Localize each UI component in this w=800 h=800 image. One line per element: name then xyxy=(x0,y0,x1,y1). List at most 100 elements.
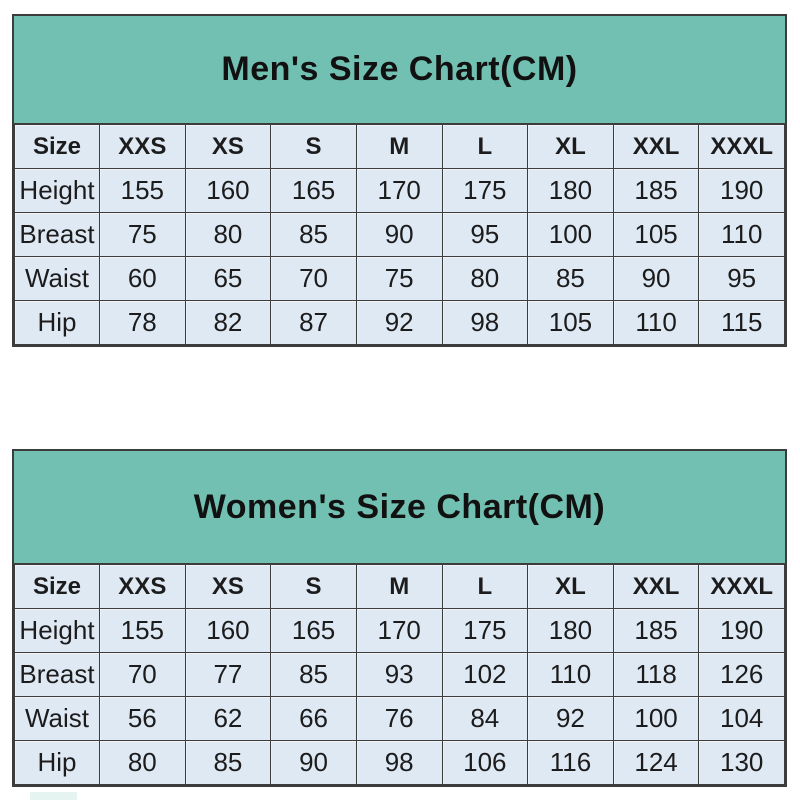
value-cell: 190 xyxy=(698,168,785,213)
size-column-header-cell: XL xyxy=(527,564,614,609)
size-column-header-cell: L xyxy=(441,124,529,169)
size-column-header-cell: XXL xyxy=(612,564,700,609)
value-cell: 118 xyxy=(612,652,700,697)
value-cell: 190 xyxy=(698,608,785,653)
size-column-header-cell: XXS xyxy=(99,564,186,609)
womens-size-grid: Size XXS XS S M L XL XXL XXXL Height 155 160 165 170… xyxy=(14,564,785,785)
womens-size-chart-title: Women's Size Chart(CM) xyxy=(193,487,606,526)
value-cell: 155 xyxy=(99,168,186,213)
value-cell: 92 xyxy=(527,696,614,741)
value-cell: 130 xyxy=(698,740,785,785)
row-label-cell: Waist xyxy=(14,256,100,301)
measurement-row: Breast 70 77 85 93 102 110 118 126 xyxy=(14,652,785,697)
size-column-header-cell: XXXL xyxy=(698,564,785,609)
value-cell: 90 xyxy=(355,212,443,257)
value-cell: 70 xyxy=(270,256,357,301)
measurement-row: Height 155 160 165 170 175 180 185 190 xyxy=(14,608,785,653)
value-cell: 82 xyxy=(184,300,272,345)
value-cell: 116 xyxy=(527,740,614,785)
row-label-cell: Height xyxy=(14,608,100,653)
womens-size-chart: Women's Size Chart(CM) Size XXS XS S M L XL XXL… xyxy=(12,449,787,787)
row-label-cell: Height xyxy=(14,168,100,213)
value-cell: 160 xyxy=(184,168,272,213)
value-cell: 56 xyxy=(99,696,186,741)
value-cell: 85 xyxy=(527,256,614,301)
measurement-row: Hip 80 85 90 98 106 116 124 130 xyxy=(14,740,785,785)
womens-size-chart-header: Women's Size Chart(CM) xyxy=(14,451,785,564)
value-cell: 85 xyxy=(270,212,357,257)
row-label-cell: Hip xyxy=(14,740,100,785)
value-cell: 78 xyxy=(99,300,186,345)
size-header-row: Size XXS XS S M L XL XXL XXXL xyxy=(14,124,785,169)
next-table-partial-edge xyxy=(30,792,77,800)
value-cell: 70 xyxy=(99,652,186,697)
value-cell: 100 xyxy=(527,212,614,257)
size-column-header-cell: XXS xyxy=(99,124,186,169)
row-label-cell: Hip xyxy=(14,300,100,345)
value-cell: 100 xyxy=(612,696,700,741)
size-column-header-cell: L xyxy=(441,564,529,609)
value-cell: 180 xyxy=(527,608,614,653)
mens-size-chart: Men's Size Chart(CM) Size XXS XS S M L XL XXL XX… xyxy=(12,14,787,347)
value-cell: 66 xyxy=(270,696,357,741)
value-cell: 102 xyxy=(441,652,529,697)
value-cell: 87 xyxy=(270,300,357,345)
value-cell: 84 xyxy=(441,696,529,741)
value-cell: 75 xyxy=(355,256,443,301)
value-cell: 60 xyxy=(99,256,186,301)
value-cell: 85 xyxy=(270,652,357,697)
value-cell: 105 xyxy=(527,300,614,345)
size-column-header-cell: XXXL xyxy=(698,124,785,169)
value-cell: 90 xyxy=(270,740,357,785)
row-label-cell: Waist xyxy=(14,696,100,741)
value-cell: 104 xyxy=(698,696,785,741)
value-cell: 175 xyxy=(441,168,529,213)
size-column-header-cell: M xyxy=(355,564,443,609)
value-cell: 105 xyxy=(612,212,700,257)
mens-size-grid: Size XXS XS S M L XL XXL XXXL Height 155 160 165 170… xyxy=(14,124,785,345)
value-cell: 165 xyxy=(270,608,357,653)
measurement-row: Hip 78 82 87 92 98 105 110 115 xyxy=(14,300,785,345)
value-cell: 90 xyxy=(612,256,700,301)
size-label-header-cell: Size xyxy=(14,564,100,609)
size-column-header-cell: XS xyxy=(184,124,272,169)
value-cell: 165 xyxy=(270,168,357,213)
measurement-row: Height 155 160 165 170 175 180 185 190 xyxy=(14,168,785,213)
size-column-header-cell: XS xyxy=(184,564,272,609)
value-cell: 95 xyxy=(698,256,785,301)
size-column-header-cell: S xyxy=(270,564,357,609)
value-cell: 170 xyxy=(355,168,443,213)
value-cell: 85 xyxy=(184,740,272,785)
value-cell: 77 xyxy=(184,652,272,697)
value-cell: 126 xyxy=(698,652,785,697)
value-cell: 110 xyxy=(527,652,614,697)
value-cell: 95 xyxy=(441,212,529,257)
value-cell: 155 xyxy=(99,608,186,653)
size-label-header-cell: Size xyxy=(14,124,100,169)
value-cell: 160 xyxy=(184,608,272,653)
value-cell: 98 xyxy=(355,740,443,785)
value-cell: 185 xyxy=(612,608,700,653)
value-cell: 80 xyxy=(441,256,529,301)
measurement-row: Breast 75 80 85 90 95 100 105 110 xyxy=(14,212,785,257)
size-column-header-cell: XL xyxy=(527,124,614,169)
size-column-header-cell: M xyxy=(355,124,443,169)
value-cell: 65 xyxy=(184,256,272,301)
value-cell: 92 xyxy=(355,300,443,345)
value-cell: 93 xyxy=(355,652,443,697)
value-cell: 62 xyxy=(184,696,272,741)
value-cell: 110 xyxy=(612,300,700,345)
value-cell: 76 xyxy=(355,696,443,741)
value-cell: 175 xyxy=(441,608,529,653)
size-column-header-cell: XXL xyxy=(612,124,700,169)
measurement-row: Waist 56 62 66 76 84 92 100 104 xyxy=(14,696,785,741)
value-cell: 180 xyxy=(527,168,614,213)
row-label-cell: Breast xyxy=(14,212,100,257)
value-cell: 98 xyxy=(441,300,529,345)
size-header-row: Size XXS XS S M L XL XXL XXXL xyxy=(14,564,785,609)
value-cell: 185 xyxy=(612,168,700,213)
measurement-row: Waist 60 65 70 75 80 85 90 95 xyxy=(14,256,785,301)
size-column-header-cell: S xyxy=(270,124,357,169)
value-cell: 115 xyxy=(698,300,785,345)
value-cell: 80 xyxy=(184,212,272,257)
